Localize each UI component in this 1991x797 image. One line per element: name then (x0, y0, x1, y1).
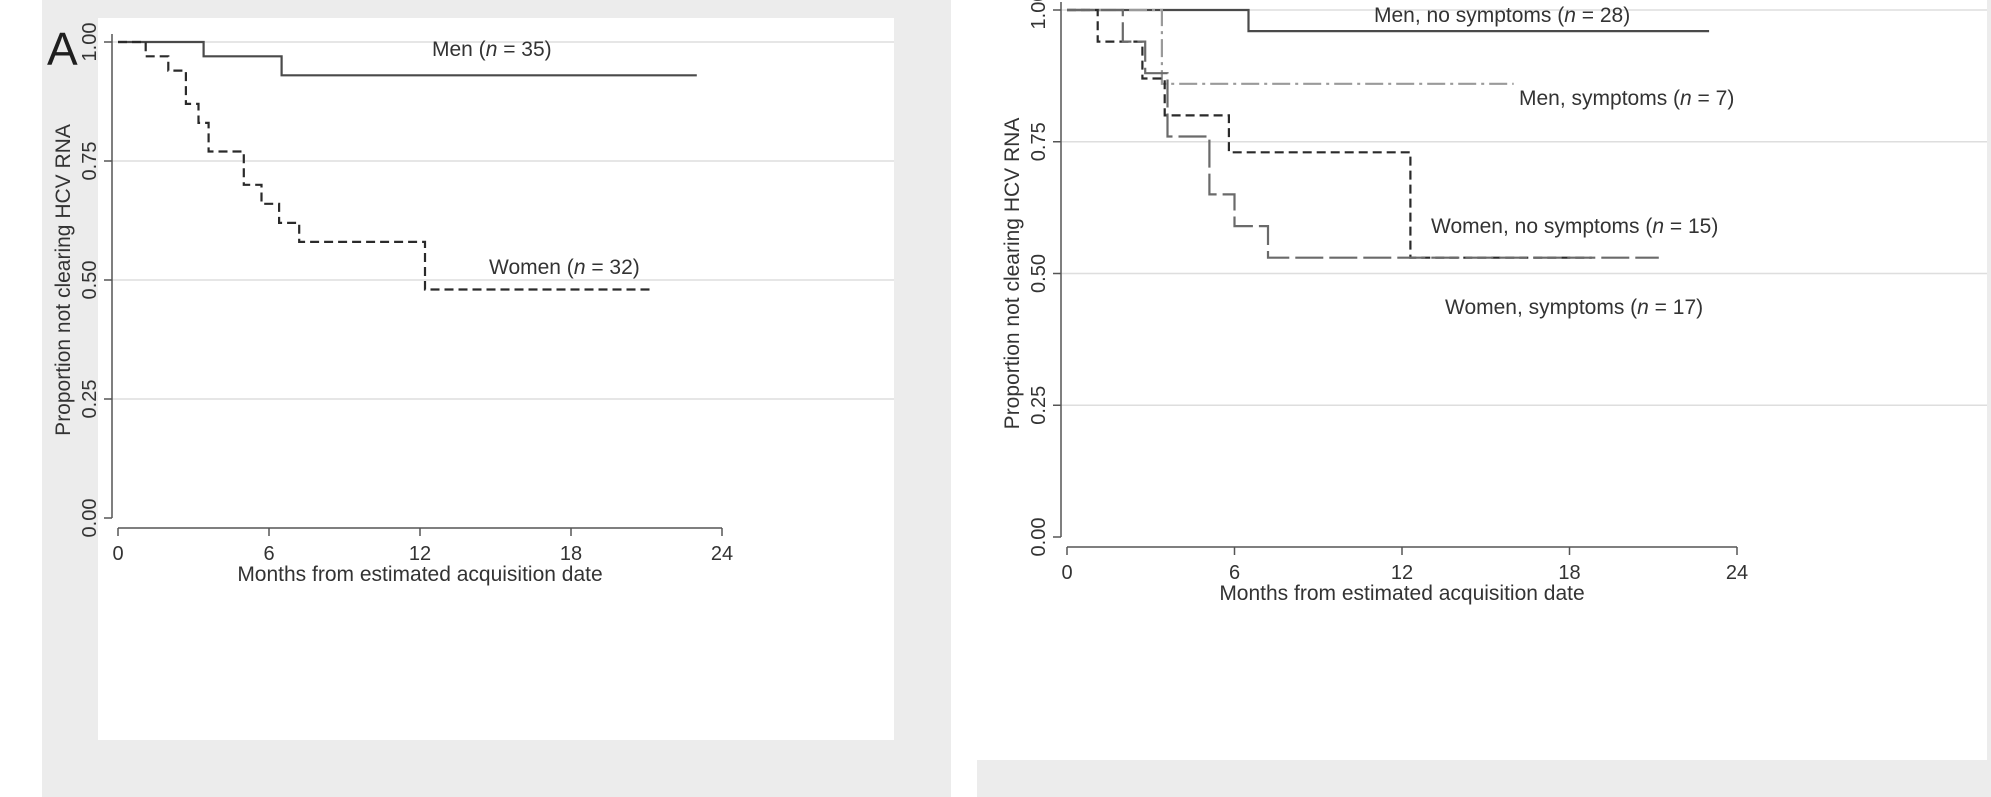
x-tick-label: 18 (1558, 562, 1580, 584)
x-tick-label: 24 (1726, 562, 1748, 584)
panel-b: 0.00 0.25 0.50 0.75 1.00 0 6 12 18 24 Months from … (977, 0, 1991, 797)
y-tick-label: 0.25 (1028, 386, 1050, 425)
series-label: Women, symptoms (n = 17) (1445, 296, 1703, 319)
x-tick-label: 6 (1229, 562, 1240, 584)
plot-background (98, 18, 894, 740)
y-tick-label: 1.00 (79, 23, 101, 62)
series-label: Men, symptoms (n = 7) (1519, 87, 1734, 110)
series-line (118, 40, 697, 77)
y-tick-label: 0.75 (79, 142, 101, 181)
y-axis-title: Proportion not clearing HCV RNA (52, 124, 75, 436)
x-tick-label: 12 (409, 543, 431, 565)
x-tick-label: 6 (263, 543, 274, 565)
x-tick-label: 0 (1061, 562, 1072, 584)
y-tick-label: 0.50 (79, 261, 101, 300)
x-tick-label: 18 (560, 543, 582, 565)
series-line (1067, 8, 1659, 259)
series-line (118, 40, 652, 291)
y-tick-label: 0.50 (1028, 254, 1050, 293)
panel-letter: A (47, 23, 78, 75)
series-line (1067, 8, 1592, 259)
y-tick-label: 0.25 (79, 380, 101, 419)
x-axis-title: Months from estimated acquisition date (237, 563, 602, 586)
x-tick-label: 0 (112, 543, 123, 565)
y-tick-label: 0.00 (1028, 518, 1050, 557)
panel-a: A 0.00 0.25 0.50 0.75 1.00 0 6 12 18 24 Months fro… (42, 0, 951, 797)
y-axis-title: Proportion not clearing HCV RNA (1001, 118, 1024, 430)
chart-b: 0.00 0.25 0.50 0.75 1.00 0 6 12 18 24 Months from … (977, 0, 1987, 760)
x-axis-title: Months from estimated acquisition date (1219, 582, 1584, 605)
series-label: Women (n = 32) (489, 256, 640, 279)
x-tick-label: 12 (1391, 562, 1413, 584)
series-label: Men, no symptoms (n = 28) (1374, 4, 1630, 27)
chart-a: 0.00 0.25 0.50 0.75 1.00 0 6 12 18 24 Months from … (52, 18, 894, 740)
series-line (1067, 8, 1710, 33)
y-tick-label: 0.75 (1028, 122, 1050, 161)
x-tick-label: 24 (711, 543, 733, 565)
series-label: Women, no symptoms (n = 15) (1431, 215, 1718, 238)
plot-background (977, 0, 1987, 760)
series-label: Men (n = 35) (432, 38, 552, 61)
y-tick-label: 1.00 (1028, 0, 1050, 29)
y-tick-label: 0.00 (79, 499, 101, 538)
